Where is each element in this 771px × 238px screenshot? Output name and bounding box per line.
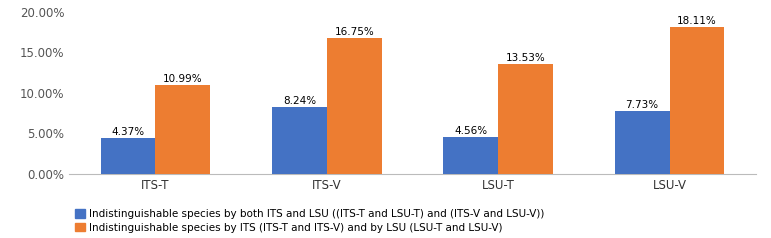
- Text: 18.11%: 18.11%: [677, 16, 717, 26]
- Text: 4.37%: 4.37%: [112, 127, 145, 137]
- Text: 4.56%: 4.56%: [454, 126, 487, 136]
- Bar: [156, 85, 210, 174]
- Bar: [669, 27, 725, 174]
- Legend: Indistinguishable species by both ITS and LSU ((ITS-T and LSU-T) and (ITS-V and : Indistinguishable species by both ITS an…: [75, 209, 544, 233]
- Bar: [327, 38, 382, 174]
- Text: 13.53%: 13.53%: [506, 53, 545, 63]
- Bar: [443, 137, 498, 174]
- Text: 7.73%: 7.73%: [625, 100, 658, 110]
- Bar: [614, 111, 669, 174]
- Bar: [272, 107, 327, 174]
- Text: 8.24%: 8.24%: [283, 96, 316, 106]
- Bar: [498, 64, 553, 174]
- Bar: [100, 138, 156, 174]
- Text: 16.75%: 16.75%: [335, 27, 374, 37]
- Text: 10.99%: 10.99%: [163, 74, 203, 84]
